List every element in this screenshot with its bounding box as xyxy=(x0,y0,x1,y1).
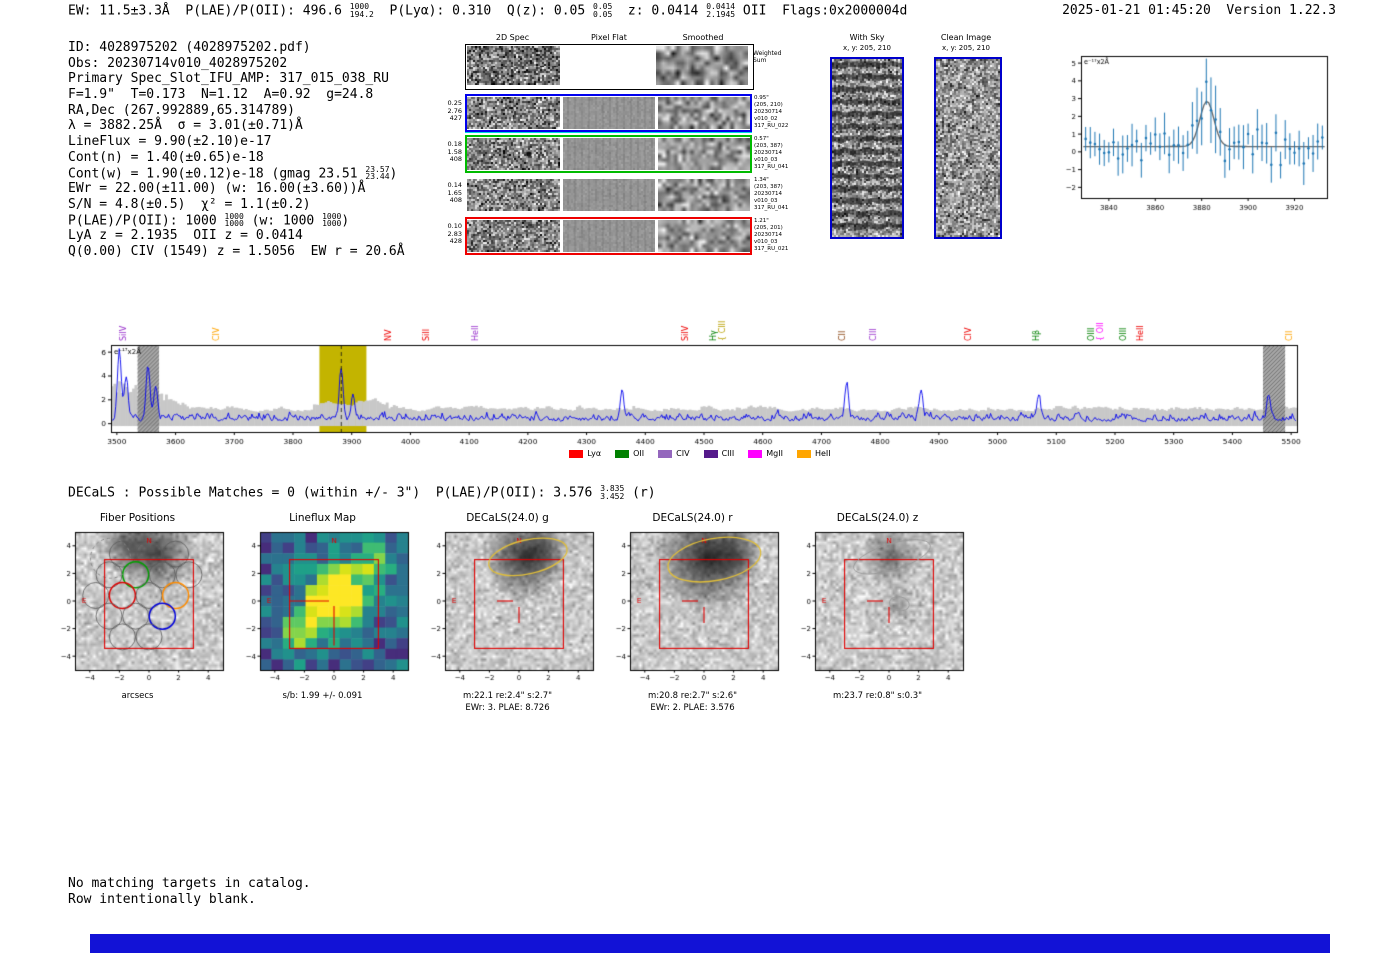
full-spectrum-plot xyxy=(86,280,1314,452)
info-line: Q(0.00) CIV (1549) z = 1.5056 EW r = 20.… xyxy=(68,243,405,259)
info-line: F=1.9" T=0.173 N=1.12 A=0.92 g=24.8 xyxy=(68,87,374,103)
spec2d-row-pixelflat-image xyxy=(563,220,655,252)
legend-label: CIII xyxy=(721,449,735,458)
clean-title: Clean Image xyxy=(940,33,992,42)
spec2d-row-smoothed-image xyxy=(658,138,750,170)
legend-label: HeII xyxy=(814,449,831,458)
legend-label: MgII xyxy=(766,449,783,458)
header-summary-line: EW: 11.5±3.3Å P(LAE)/P(OII): 496.6 1000 1… xyxy=(68,2,908,19)
spec2d-row-pixelflat-image xyxy=(563,138,655,170)
withsky-coords: x, y: 205, 210 xyxy=(843,44,891,52)
legend-label: OII xyxy=(633,449,645,458)
legend-swatch xyxy=(703,449,718,458)
info-line: Cont(n) = 1.40(±0.65)e-18 xyxy=(68,149,264,165)
spec2d-row-smoothed-image xyxy=(658,97,750,129)
clean-image xyxy=(934,57,1002,239)
cutout-image-fibers xyxy=(45,527,230,689)
withsky-title: With Sky xyxy=(849,33,885,42)
header-timestamp: 2025-01-21 01:45:20 Version 1.22.3 xyxy=(1062,3,1336,18)
decals-matches-line: DECaLS : Possible Matches = 0 (within +/… xyxy=(68,484,656,501)
info-line: LineFlux = 9.90(±2.10)e-17 xyxy=(68,134,272,150)
spec2d-row-pixelflat-image xyxy=(563,97,655,129)
spec2d-row-2dspec-image xyxy=(467,220,560,252)
cutout-image-decals_r xyxy=(600,527,785,689)
cutout-xlabel-lineflux: s/b: 1.99 +/- 0.091 xyxy=(282,691,363,701)
legend-swatch xyxy=(796,449,811,458)
legend-label: Lyα xyxy=(587,449,602,458)
spectrum-legend: Lyα OII CIV CIII MgII HeII xyxy=(86,449,1314,458)
info-line: ID: 4028975202 (4028975202.pdf) xyxy=(68,40,311,55)
cutout-xlabel-decals_g: m:22.1 re:2.4" s:2.7" xyxy=(462,691,553,701)
spec2d-row-2dspec-image xyxy=(467,138,560,170)
info-line: λ = 3882.25Å σ = 3.01(±0.71)Å xyxy=(68,118,303,134)
spec2d-row xyxy=(465,176,752,214)
legend-item-OII: OII xyxy=(615,449,644,458)
info-line: EWr = 22.00(±11.00) (w: 16.00(±3.60))Å xyxy=(68,181,366,197)
legend-label: CIV xyxy=(676,449,690,458)
spec2d-weighted-smoothed-image xyxy=(656,46,748,85)
emission-line-zoom-plot xyxy=(1045,48,1335,220)
spec2d-row-fiber-info: 1.21" (205, 201) 20230714 v010_03 317_RU_021 xyxy=(754,218,789,252)
cutout-title-decals_r: DECaLS(24.0) r xyxy=(652,512,733,524)
info-line: LyA z = 2.1935 OII z = 0.0414 xyxy=(68,228,303,244)
spec2d-row-fiber-weights: 0.18 1.58 408 xyxy=(447,140,462,163)
cutout-title-decals_g: DECaLS(24.0) g xyxy=(466,512,549,524)
detection-info-block: ID: 4028975202 (4028975202.pdf) Obs: 2023… xyxy=(68,40,405,260)
clean-coords: x, y: 205, 210 xyxy=(942,44,990,52)
legend-item-CIII: CIII xyxy=(703,449,735,458)
info-line: P(LAE)/P(OII): 1000 1000 1000 (w: 1000 10… xyxy=(68,211,350,229)
classification-bar xyxy=(90,934,1330,953)
legend-item-HeII: HeII xyxy=(796,449,831,458)
spec2d-header-smoothed: Smoothed xyxy=(682,33,724,42)
cutout-image-decals_z xyxy=(785,527,970,689)
cutout-title-lineflux: Lineflux Map xyxy=(289,512,356,524)
footer-notes: No matching targets in catalog. Row inte… xyxy=(68,876,311,908)
legend-item-Lyα: Lyα xyxy=(569,449,601,458)
spec2d-row xyxy=(465,135,752,173)
legend-item-CIV: CIV xyxy=(658,449,690,458)
spec2d-weighted-label: Weighted Sum xyxy=(753,50,782,64)
cutout-xlabel2-decals_r: EWr: 2. PLAE: 3.576 xyxy=(650,703,735,713)
info-line: Primary Spec_Slot_IFU_AMP: 317_015_038_R… xyxy=(68,71,389,87)
spec2d-header-2dspec: 2D Spec xyxy=(495,33,530,42)
withsky-image xyxy=(830,57,904,239)
spec2d-cyan-marker-line xyxy=(465,131,752,133)
cutout-image-decals_g xyxy=(415,527,600,689)
legend-swatch xyxy=(748,449,763,458)
legend-swatch xyxy=(615,449,630,458)
legend-swatch xyxy=(658,449,673,458)
spec2d-header-pixelflat: Pixel Flat xyxy=(591,33,627,42)
spec2d-row-2dspec-image xyxy=(467,179,560,211)
spec2d-row-fiber-weights: 0.14 1.65 408 xyxy=(447,181,462,204)
spec2d-row xyxy=(465,217,752,255)
info-line: S/N = 4.8(±0.5) χ² = 1.1(±0.2) xyxy=(68,196,311,212)
cutout-image-lineflux xyxy=(230,527,415,689)
cutout-title-fibers: Fiber Positions xyxy=(99,512,176,524)
spec2d-weighted-row xyxy=(465,44,754,90)
cutout-xlabel-decals_r: m:20.8 re:2.7" s:2.6" xyxy=(647,691,738,701)
footer-line-2: Row intentionally blank. xyxy=(68,892,256,907)
cutout-xlabel2-decals_g: EWr: 3. PLAE: 8.726 xyxy=(465,703,550,713)
spec2d-row-fiber-weights: 0.25 2.76 427 xyxy=(447,99,462,122)
cutout-xlabel-fibers: arcsecs xyxy=(121,691,154,701)
spec2d-weighted-2dspec-image xyxy=(467,46,560,85)
info-line: RA,Dec (267.992889,65.314789) xyxy=(68,102,295,118)
spec2d-row-2dspec-image xyxy=(467,97,560,129)
spec2d-row-fiber-weights: 0.10 2.83 428 xyxy=(447,222,462,245)
legend-item-MgII: MgII xyxy=(748,449,783,458)
spec2d-row xyxy=(465,94,752,132)
spec2d-row-smoothed-image xyxy=(658,220,750,252)
cutout-xlabel-decals_z: m:23.7 re:0.8" s:0.3" xyxy=(832,691,923,701)
footer-line-1: No matching targets in catalog. xyxy=(68,876,311,891)
spec2d-row-fiber-info: 0.57" (203, 387) 20230714 v010_03 317_RU_041 xyxy=(754,136,789,170)
info-line: Obs: 20230714v010_4028975202 xyxy=(68,55,288,71)
spec2d-row-fiber-info: 0.95" (205, 210) 20230714 v010_02 317_RU_022 xyxy=(754,95,789,129)
spec2d-row-smoothed-image xyxy=(658,179,750,211)
spec2d-row-pixelflat-image xyxy=(563,179,655,211)
info-line: Cont(w) = 1.90(±0.12)e-18 (gmag 23.51 23… xyxy=(68,164,398,182)
cutout-title-decals_z: DECaLS(24.0) z xyxy=(836,512,919,524)
legend-swatch xyxy=(569,449,584,458)
spec2d-row-fiber-info: 1.34" (203, 387) 20230714 v010_03 317_RU_041 xyxy=(754,177,789,211)
